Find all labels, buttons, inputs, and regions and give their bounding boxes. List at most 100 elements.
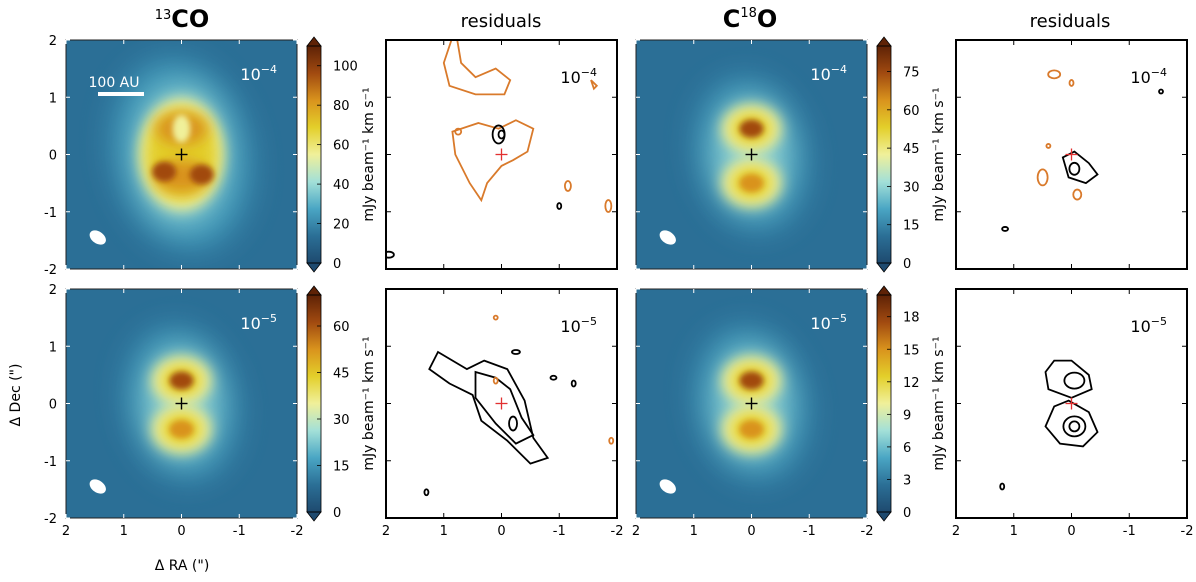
colorbar-13co-row1-tick-label: 30 (333, 413, 350, 428)
map-c18o-row0-ticks (635, 39, 868, 270)
colorbar-c18o-row1-tick-label: 6 (903, 441, 911, 456)
colorbar-c18o-row0-extend-bottom (876, 262, 892, 273)
colorbar-c18o-row0-tick-label: 45 (903, 142, 920, 157)
colorbar-c18o-row1-frame (876, 294, 892, 513)
residual-13co-row0-negative-contour-3 (590, 79, 599, 91)
colorbar-c18o-row1-extend-bottom (876, 511, 892, 522)
colorbar-13co-row0-extend-bottom (306, 262, 322, 273)
map-13co-row1-xtick-label: 2 (62, 524, 70, 539)
colorbar-c18o-row1-tick-label: 9 (903, 408, 911, 423)
colorbar-c18o-row0-tick-label: 30 (903, 180, 920, 195)
map-c18o-row1-ticks: 2 1 0 -1 -2 (632, 288, 873, 539)
map-c18o-row1-xtick-label: -1 (803, 524, 816, 539)
map-c18o-row1: 10−5 2 1 0 -1 -2 (632, 288, 873, 539)
map-13co-row1: 10−5 2 2 1 1 0 0 -1 -1 -2 -2 (44, 283, 303, 539)
residual-13co-row0-positive-blob (556, 202, 563, 210)
map-13co-row0-label: 10−4 (240, 63, 277, 84)
map-13co-row0-peak-2 (152, 161, 177, 182)
colorbar-13co-row1-tick-label: 45 (333, 367, 350, 382)
residual-c18o-row0-negative-blob-5 (1072, 188, 1083, 201)
map-13co-row0-ytick-label: -2 (44, 263, 57, 278)
colorbar-13co-row0-tick-label: 40 (333, 178, 350, 193)
title-residuals-2: residuals (1030, 11, 1111, 32)
residual-c18o-row1-xtick-label: 1 (1010, 524, 1018, 539)
map-13co-row0-ytick-label: -1 (44, 206, 57, 221)
residual-13co-row1-xtick-label: -1 (553, 524, 566, 539)
residual-c18o-row0-positive-blob-2 (1001, 226, 1009, 232)
residual-c18o-row0-negative-blob-4 (1036, 168, 1049, 187)
map-c18o-row0-beam-ellipse (659, 230, 676, 245)
map-13co-row1-ytick-label: 2 (49, 283, 57, 298)
residual-c18o-row0-negative-blob-2 (1068, 79, 1075, 87)
scalebar-label: 100 AU (89, 75, 140, 91)
colorbar-c18o-row0-gradient (877, 46, 891, 263)
xlabel: Δ RA (") (155, 558, 210, 574)
colorbar-c18o-row1-tick-label: 3 (903, 473, 911, 488)
title-residuals-1: residuals (461, 11, 542, 32)
residual-c18o-row1-xtick-label: -1 (1123, 524, 1136, 539)
residual-13co-row0: 10−4 (385, 39, 618, 270)
map-c18o-row0-image (636, 40, 867, 269)
map-13co-row0-ytick-label: 1 (49, 91, 57, 106)
colorbar-c18o-row0-tick-label: 0 (903, 257, 911, 272)
colorbar-c18o-row0-label: mJy beam⁻¹ km s⁻¹ (931, 87, 947, 221)
map-13co-row0: 10−4 100 AU 2 1 0 -1 -2 (44, 34, 298, 278)
map-13co-row1-xtick-label: -1 (233, 524, 246, 539)
residual-13co-row0-negative-contour-2 (451, 119, 535, 203)
residual-13co-row0-negative-blob-1 (454, 127, 463, 136)
title-13co: 13CO (155, 5, 210, 33)
title-c18o: C18O (723, 5, 778, 33)
map-13co-row1-ytick-label: -1 (44, 455, 57, 470)
colorbar-c18o-row0-tick-label: 75 (903, 66, 920, 81)
colorbar-c18o-row1-tick-label: 15 (903, 343, 920, 358)
map-13co-row1-ytick-label: 0 (49, 398, 57, 413)
colorbar-c18o-row0-tick-label: 15 (903, 219, 920, 234)
map-13co-row1-lobe-0-peak (169, 371, 194, 390)
map-13co-row0-beam-ellipse (89, 230, 106, 245)
map-c18o-row1-lobe-1-peak (739, 420, 764, 439)
residual-13co-row1-positive-contour-2 (474, 370, 535, 445)
colorbar-c18o-row1-extend-top (876, 285, 892, 296)
residual-13co-row1-negative-blob-2 (492, 314, 499, 321)
map-c18o-row0-lobe-0-peak (739, 119, 764, 138)
residual-13co-row0-label: 10−4 (560, 66, 597, 87)
ylabel: Δ Dec (") (8, 364, 24, 427)
colorbar-13co-row1-label: mJy beam⁻¹ km s⁻¹ (361, 336, 377, 470)
colorbar-c18o-row1-tick-label: 12 (903, 376, 920, 391)
colorbar-13co-row0-tick-label: 80 (333, 99, 350, 114)
map-13co-row1-ytick-label: 1 (49, 340, 57, 355)
residual-13co-row1-xtick-label: 1 (440, 524, 448, 539)
map-c18o-row1-xtick-label: 1 (690, 524, 698, 539)
residual-13co-row1-positive-contour-3 (508, 415, 518, 432)
map-13co-row1-xtick-label: 0 (177, 524, 185, 539)
residual-13co-row1-negative-blob-4 (608, 436, 615, 445)
map-13co-row1-ticks: 2 2 1 1 0 0 -1 -1 -2 -2 (44, 283, 303, 539)
map-13co-row1-xtick-label: 1 (120, 524, 128, 539)
residual-13co-row1-xtick-label: 2 (382, 524, 390, 539)
residual-13co-row1-negative-blob-1 (492, 376, 499, 385)
residual-c18o-row1-positive-contour-4 (1062, 415, 1087, 438)
residual-c18o-row1-contours (999, 359, 1099, 491)
residual-c18o-row1-xtick-label: -2 (1181, 524, 1194, 539)
colorbar-c18o-row0-frame (876, 45, 892, 264)
residual-c18o-row1-positive-blob-1 (999, 482, 1006, 491)
colorbar-13co-row0-tick-label: 0 (333, 257, 341, 272)
residual-c18o-row1-xtick-label: 0 (1067, 524, 1075, 539)
residual-13co-row1: 10−5 2 1 0 -1 -2 (382, 288, 623, 539)
residual-c18o-row0-positive-contour-2 (1068, 161, 1081, 176)
map-13co-row1-beam-ellipse (89, 479, 106, 494)
residual-13co-row1-label: 10−5 (560, 315, 597, 336)
residual-13co-row0-contours (386, 40, 613, 259)
colorbar-13co-row1: 0 15 30 45 60 mJy beam⁻¹ km s⁻¹ (306, 285, 377, 522)
residual-13co-row1-positive-blob-4 (511, 349, 521, 355)
colorbar-13co-row0-tick-label: 20 (333, 218, 350, 233)
map-c18o-row0: 10−4 (635, 39, 868, 270)
map-13co-row0-ytick-label: 0 (49, 149, 57, 164)
residual-13co-row1-positive-blob-1 (423, 488, 430, 497)
title-13co-sup: 13 (155, 8, 172, 23)
residual-c18o-row1-positive-contour-2 (1063, 371, 1086, 390)
colorbar-13co-row0-label: mJy beam⁻¹ km s⁻¹ (361, 87, 377, 221)
title-13co-main: CO (171, 5, 209, 33)
colorbar-13co-row1-gradient (307, 295, 321, 512)
map-c18o-row0-lobe-1-peak (739, 174, 764, 193)
